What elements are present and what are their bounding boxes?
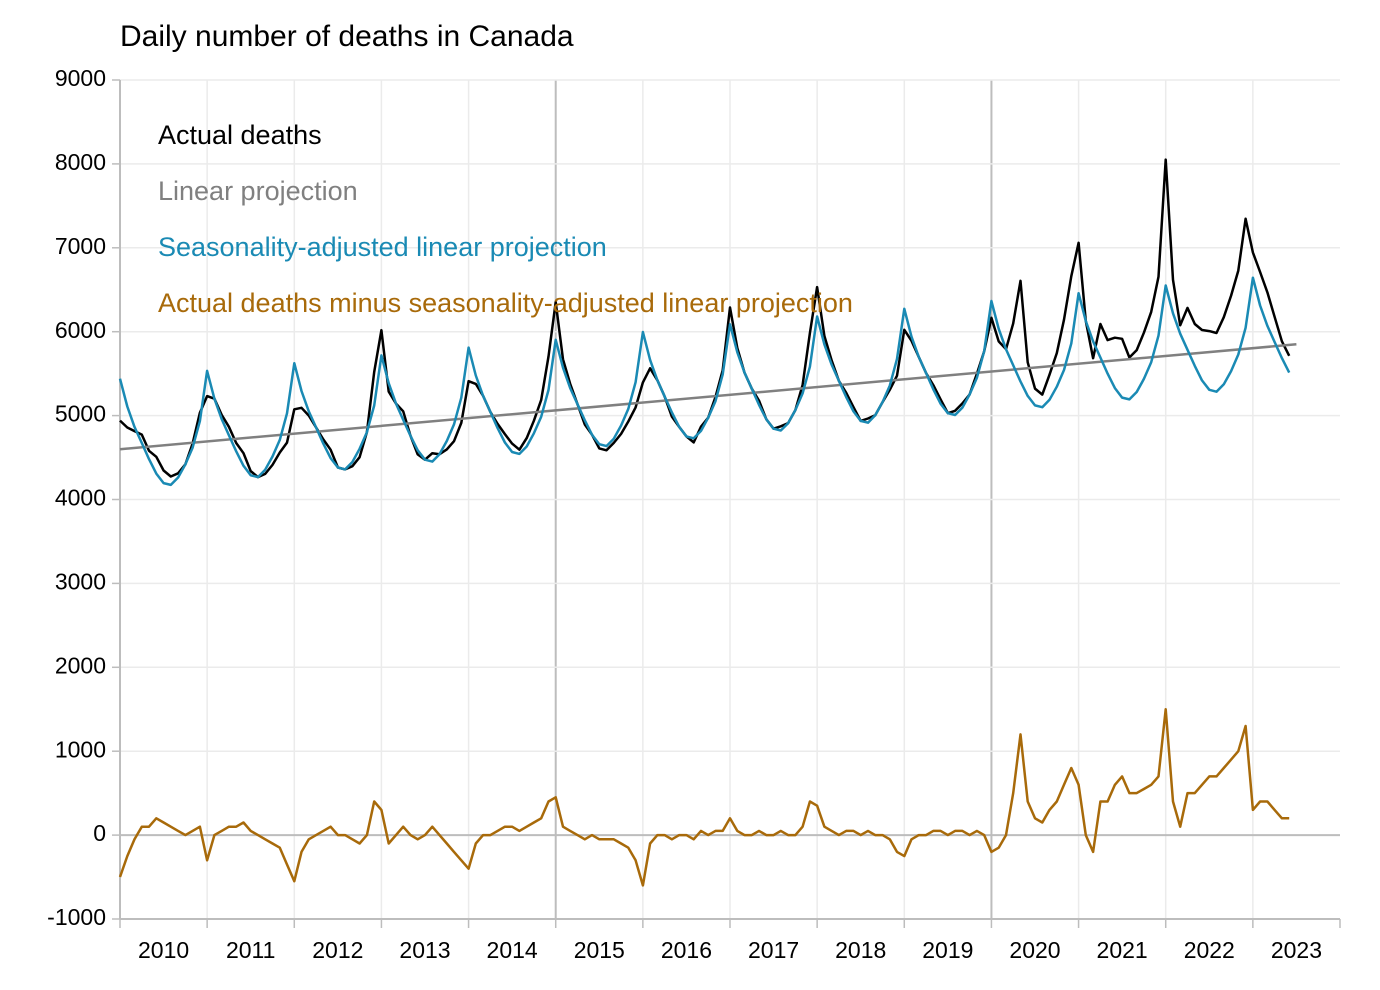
y-tick-label: 7000 [55, 233, 106, 259]
y-tick-label: 4000 [55, 485, 106, 511]
series-line [118, 708, 1290, 887]
y-tick-label: 9000 [55, 65, 106, 91]
x-tick-label: 2013 [399, 937, 450, 963]
x-tick-label: 2011 [226, 937, 275, 963]
series-line [119, 343, 1297, 451]
legend-label: Actual deaths [158, 120, 322, 150]
x-tick-label: 2019 [922, 937, 973, 963]
y-tick-label: 1000 [55, 736, 106, 762]
x-tick-label: 2012 [312, 937, 363, 963]
legend-label: Seasonality-adjusted linear projection [158, 232, 607, 262]
legend-label: Actual deaths minus seasonality-adjusted… [158, 288, 853, 318]
y-tick-label: 5000 [55, 401, 106, 427]
chart-title: Daily number of deaths in Canada [120, 20, 574, 53]
x-tick-label: 2018 [835, 937, 886, 963]
x-tick-label: 2021 [1097, 937, 1148, 963]
x-tick-label: 2016 [661, 937, 712, 963]
x-tick-label: 2014 [487, 937, 538, 963]
series-line [118, 276, 1291, 487]
y-tick-label: 6000 [55, 317, 106, 343]
y-tick-label: 2000 [55, 652, 106, 678]
x-tick-label: 2023 [1271, 937, 1322, 963]
y-tick-label: 3000 [55, 568, 106, 594]
x-tick-label: 2020 [1009, 937, 1060, 963]
x-tick-label: 2015 [574, 937, 625, 963]
legend-label: Linear projection [158, 176, 358, 206]
y-tick-label: 0 [93, 820, 106, 846]
x-tick-label: 2022 [1184, 937, 1235, 963]
series-line [119, 158, 1291, 479]
x-tick-label: 2017 [748, 937, 799, 963]
x-tick-label: 2010 [138, 937, 189, 963]
y-tick-label: 8000 [55, 149, 106, 175]
y-tick-label: -1000 [47, 904, 106, 930]
